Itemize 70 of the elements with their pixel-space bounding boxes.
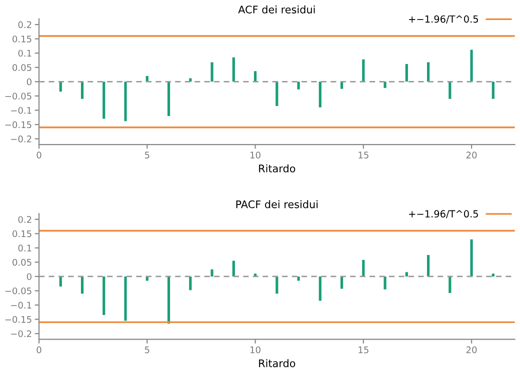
x-tick-label: 5 (144, 152, 150, 158)
bar (492, 274, 494, 276)
x-tick-label: 15 (358, 152, 368, 158)
y-tick-label: 0 (26, 273, 32, 280)
bar (362, 59, 365, 82)
x-tick-label: 0 (36, 346, 42, 354)
x-tick-label: 20 (466, 152, 477, 158)
bar (362, 260, 365, 276)
bar (470, 50, 473, 82)
y-tick-label: −0.1 (11, 302, 32, 309)
bar (167, 276, 170, 324)
bar (102, 276, 106, 316)
bar (210, 269, 214, 276)
x-tick-label: 10 (250, 346, 260, 354)
legend-label: +−1.96/T^0.5 (409, 210, 478, 218)
y-tick-label: 0.1 (18, 50, 32, 57)
y-tick-label: 0.1 (18, 244, 32, 252)
y-tick-label: 0.2 (18, 216, 32, 223)
y-tick-label: 0.05 (12, 258, 32, 266)
x-tick-label: 0 (36, 152, 42, 158)
y-tick-label: −0.2 (11, 330, 32, 338)
bar (340, 276, 344, 289)
bar (426, 255, 430, 276)
bar (448, 82, 452, 99)
bar (254, 71, 257, 82)
y-tick-label: 0.05 (12, 64, 32, 71)
bar (232, 57, 235, 82)
bar (232, 260, 235, 276)
bar (318, 82, 322, 108)
y-tick-label: −0.15 (5, 121, 32, 128)
bar (124, 276, 127, 321)
x-tick-label: 10 (250, 152, 260, 158)
x-tick-label: 5 (144, 346, 150, 354)
bar (492, 82, 494, 99)
x-axis-title: Ritardo (259, 164, 296, 172)
x-axis-title: Ritardo (259, 359, 296, 368)
y-tick-label: −0.05 (5, 287, 32, 294)
y-tick-label: 0.2 (18, 21, 32, 28)
bar (59, 276, 62, 286)
x-tick-label: 20 (466, 346, 477, 354)
bar (405, 64, 408, 82)
bar (448, 276, 452, 294)
chart-title: PACF dei residui (236, 200, 318, 208)
bar (384, 276, 386, 290)
bar (318, 276, 322, 301)
bar (426, 62, 430, 82)
y-tick-label: −0.15 (5, 316, 32, 323)
y-tick-label: −0.1 (11, 106, 32, 114)
bar (297, 82, 300, 90)
bar (276, 276, 278, 294)
bar (210, 62, 214, 82)
y-tick-label: −0.2 (11, 136, 32, 142)
bar (405, 272, 408, 276)
y-tick-label: 0.15 (12, 230, 32, 238)
bar (297, 276, 300, 281)
y-tick-label: 0 (26, 78, 32, 86)
bar (80, 82, 84, 99)
x-tick-label: 15 (358, 346, 368, 354)
y-tick-label: 0.15 (12, 36, 32, 42)
bar (80, 276, 84, 294)
bar (124, 82, 127, 122)
bar (276, 82, 278, 106)
bar (470, 239, 473, 276)
bar (167, 82, 170, 116)
legend-label: +−1.96/T^0.5 (409, 15, 478, 24)
bar (384, 82, 386, 88)
bar (102, 82, 106, 119)
y-tick-label: −0.05 (5, 92, 32, 100)
bar (189, 276, 192, 290)
chart-title: ACF dei residui (238, 5, 315, 14)
